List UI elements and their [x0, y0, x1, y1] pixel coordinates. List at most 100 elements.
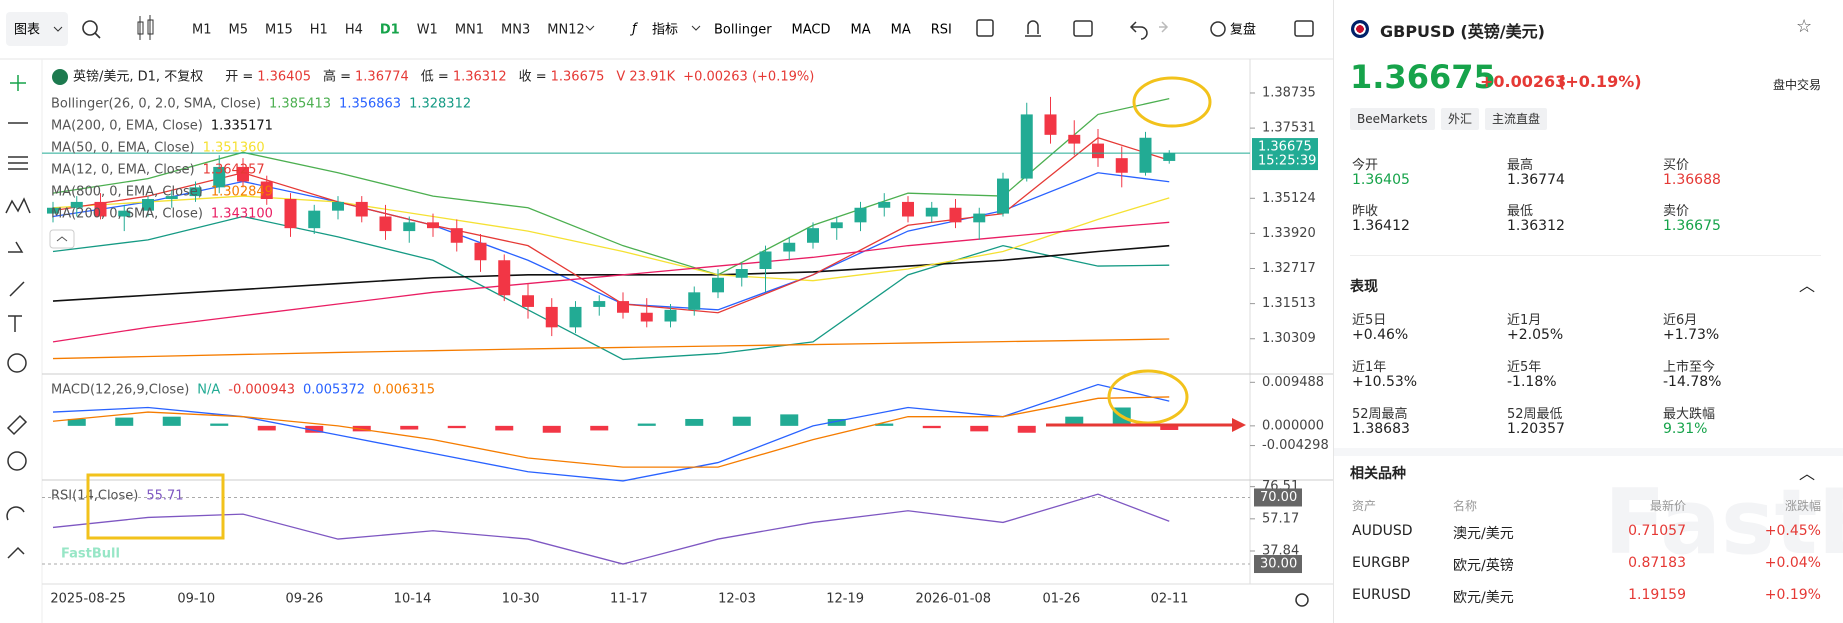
indicator-value: 1.335171 — [211, 119, 273, 134]
macd-bar — [210, 423, 229, 426]
timeframe[interactable]: MN1 — [455, 23, 484, 38]
magnet-tool[interactable] — [6, 506, 25, 521]
chart-menu-label[interactable]: 图表 — [14, 23, 40, 38]
annotation-box — [86, 473, 225, 540]
timeframe[interactable]: MN3 — [501, 23, 530, 38]
undo-icon[interactable] — [1129, 21, 1148, 40]
zoom-tool[interactable] — [7, 451, 27, 471]
text-tool[interactable] — [8, 315, 22, 332]
fib-tool[interactable] — [8, 156, 28, 170]
indicator[interactable]: Bollinger — [714, 23, 772, 38]
timeframe[interactable]: H4 — [345, 23, 363, 38]
annotation-ellipse — [1132, 76, 1212, 128]
toolbar-bg — [0, 0, 1334, 59]
favorite-star[interactable]: ☆ — [1796, 16, 1813, 37]
search-icon[interactable] — [82, 20, 98, 36]
indicator[interactable]: MACD — [792, 23, 831, 38]
candle-body — [783, 242, 796, 252]
divider — [1350, 255, 1821, 256]
indicator[interactable]: MA — [851, 23, 871, 38]
stat-value: 1.36675 — [1663, 218, 1721, 234]
stat-value: 1.36688 — [1663, 172, 1721, 188]
bollinger-band — [52, 215, 1170, 361]
macd-bar — [827, 418, 846, 426]
candle-body — [403, 222, 416, 232]
indicator-value: 1.343100 — [211, 207, 273, 222]
indicator-menu[interactable]: 指标 — [652, 23, 678, 38]
candle-body — [735, 269, 748, 278]
indicator[interactable]: RSI — [931, 23, 952, 38]
collapse-caret[interactable]: ︿ — [1798, 276, 1815, 295]
settings-icon[interactable] — [1295, 593, 1309, 607]
stat-value: 1.36412 — [1352, 218, 1410, 234]
last-price-tag — [1252, 138, 1318, 171]
indicator-name: Bollinger(26, 0, 2.0, SMA, Close) — [51, 97, 261, 112]
replay-icon[interactable] — [1210, 21, 1226, 37]
indicator-name: MACD(12,26,9,Close) — [51, 383, 189, 398]
redo-icon[interactable] — [1159, 21, 1169, 33]
stat-label: 近5年 — [1507, 360, 1542, 375]
candle-body — [522, 295, 534, 307]
candle-body — [189, 187, 202, 197]
calendar-icon[interactable] — [1073, 20, 1093, 37]
stat-value: 1.36312 — [1507, 218, 1565, 234]
brush-tool[interactable] — [9, 281, 25, 297]
collapse-caret[interactable]: ︿ — [1798, 464, 1815, 483]
x-tick-label: 10-30 — [502, 592, 540, 607]
table-cell: EURUSD — [1352, 587, 1411, 603]
alert-icon[interactable] — [1025, 20, 1041, 37]
macd-bar — [115, 417, 134, 426]
rsi-level-tag — [1254, 555, 1302, 574]
y-tick-label: 57.17 — [1262, 511, 1299, 526]
moving-average — [52, 195, 1170, 282]
timeframe[interactable]: M1 — [192, 23, 212, 38]
candle-body — [1163, 153, 1176, 161]
stat-value: +1.73% — [1663, 327, 1720, 343]
timeframe[interactable]: M15 — [265, 23, 293, 38]
table-header: 名称 — [1453, 499, 1478, 513]
symbol-icon — [52, 69, 68, 85]
indicator[interactable]: MA — [891, 23, 911, 38]
rsi-level-label: 70.00 — [1260, 490, 1297, 505]
emoji-tool[interactable] — [7, 353, 27, 373]
stat-label: 卖价 — [1663, 204, 1690, 219]
rsi-level-label: 30.00 — [1260, 557, 1297, 572]
indicator-value: 1.364257 — [203, 163, 265, 178]
table-header: 涨跌幅 — [1784, 499, 1821, 513]
plot: 1.38735 1.37531 1.35124 1.33920 1.32717 1.315… — [42, 69, 1329, 607]
crosshair-tool[interactable] — [10, 75, 26, 91]
indicator-value: 0.005372 — [303, 383, 365, 398]
timeframe[interactable]: MN12 — [547, 23, 584, 38]
annotation-ellipse — [1107, 369, 1189, 425]
ohlc-value: 1.36312 — [453, 70, 507, 85]
y-tick-label: -0.004298 — [1262, 438, 1329, 453]
timeframe[interactable]: D1 — [380, 23, 400, 38]
chart-menu[interactable] — [6, 12, 68, 46]
candle-body — [70, 201, 83, 208]
stat-value: +2.05% — [1507, 327, 1564, 343]
rsi-level-tag — [1254, 488, 1302, 507]
indicator-value: 1.302849 — [211, 185, 273, 200]
layout-icon[interactable] — [976, 19, 994, 37]
indicator-value: 1.356863 — [339, 97, 401, 112]
fullscreen-icon[interactable] — [1294, 20, 1314, 37]
table-cell: EURGBP — [1352, 555, 1410, 571]
candle-body — [759, 251, 772, 269]
replay-label[interactable]: 复盘 — [1230, 22, 1256, 38]
indicator-status: N/A — [197, 383, 220, 398]
collapse-button[interactable] — [49, 229, 75, 249]
watermark: FastBull — [1604, 470, 1843, 575]
timeframe[interactable]: M5 — [229, 23, 249, 38]
ruler-tool[interactable] — [6, 414, 28, 436]
candle-icon[interactable] — [137, 15, 154, 40]
lock-tool[interactable] — [7, 546, 25, 559]
macd-bar — [875, 423, 894, 426]
change: +0.00263 (+0.19%) — [683, 70, 814, 85]
timeframe[interactable]: W1 — [417, 23, 438, 38]
macd-bar — [922, 425, 941, 429]
pattern-tool[interactable] — [5, 197, 31, 214]
moving-average — [52, 338, 1170, 360]
timeframe[interactable]: H1 — [310, 23, 328, 38]
projection-tool[interactable] — [8, 241, 24, 253]
indicator-name: MA(200, 0, SMA, Close) — [51, 207, 203, 222]
